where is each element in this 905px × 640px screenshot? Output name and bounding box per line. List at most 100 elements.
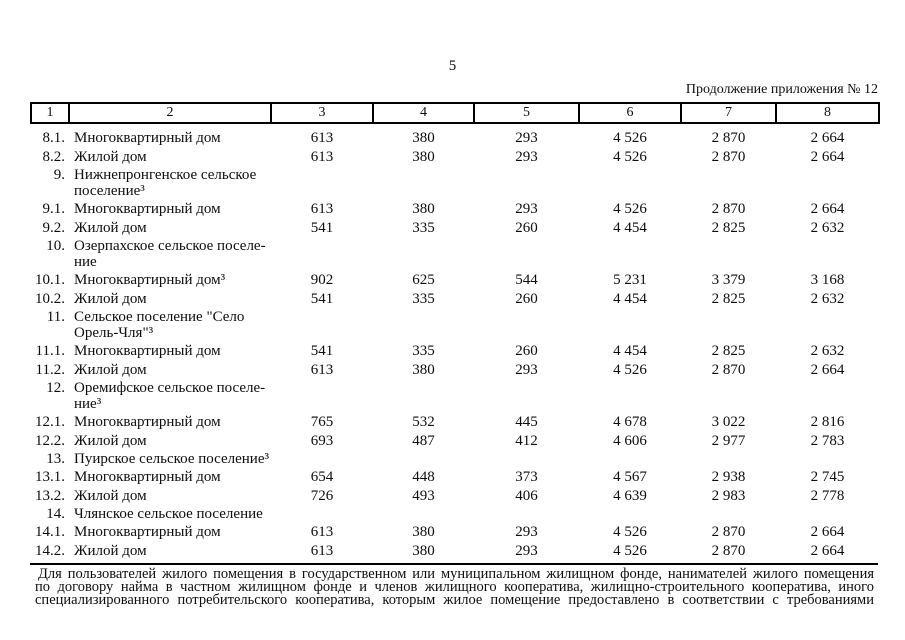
- value-cell: 541: [310, 220, 334, 236]
- value-cell: 2 870: [711, 149, 746, 165]
- table-row: 12.2. Жилой дом 693 487 412 4 606 2 977 2 783: [31, 431, 879, 450]
- table-row: 8.1. Многоквартирный дом 613 380 293 4 526 2 8…: [31, 123, 879, 147]
- value-cell: 380: [412, 524, 435, 540]
- table-row: 12.1. Многоквартирный дом 765 532 445 4 678 3 …: [31, 412, 879, 431]
- value-cell: 335: [412, 220, 435, 236]
- value-cell: 4 526: [613, 543, 647, 559]
- value-cell: 693: [310, 433, 334, 449]
- row-name-cell: Пуирское сельское поселение³: [74, 451, 269, 467]
- row-name-cell: Сельское поселение "Село Орель-Чля"³: [74, 309, 245, 341]
- footnote-line: Для пользователей жилого помещения в гос…: [38, 566, 874, 582]
- value-cell: 2 664: [810, 543, 845, 559]
- value-cell: 4 567: [613, 469, 647, 485]
- row-number-cell: 8.2.: [42, 149, 66, 165]
- value-cell: 2 664: [810, 130, 845, 146]
- value-cell: 380: [412, 149, 435, 165]
- value-cell: 293: [515, 362, 538, 378]
- row-number-cell: 12.1.: [35, 414, 65, 430]
- row-number-cell: 12.: [46, 380, 65, 396]
- row-number-cell: 8.1.: [42, 130, 66, 146]
- value-cell: 2 977: [711, 433, 746, 449]
- row-name-cell: Жилой дом: [74, 433, 147, 449]
- value-cell: 5 231: [613, 272, 647, 288]
- value-cell: 544: [515, 272, 538, 288]
- value-cell: 487: [412, 433, 435, 449]
- value-cell: 2 983: [711, 488, 746, 504]
- value-cell: 4 526: [613, 201, 647, 217]
- value-cell: 293: [515, 201, 538, 217]
- value-cell: 2 825: [711, 343, 746, 359]
- row-name-cell: Жилой дом: [74, 362, 147, 378]
- row-name-cell: Многоквартирный дом: [74, 414, 221, 430]
- value-cell: 293: [515, 543, 538, 559]
- row-number-cell: 9.: [53, 167, 65, 183]
- row-number-cell: 9.1.: [42, 201, 66, 217]
- value-cell: 726: [310, 488, 334, 504]
- row-number-cell: 9.2.: [42, 220, 66, 236]
- value-cell: 4 526: [613, 149, 647, 165]
- header-cell: 4: [372, 102, 475, 124]
- row-name-cell: Члянское сельское поселение: [74, 506, 263, 522]
- value-cell: 2 816: [810, 414, 845, 430]
- value-cell: 493: [412, 488, 435, 504]
- value-cell: 2 825: [711, 220, 746, 236]
- value-cell: 613: [310, 130, 334, 146]
- value-cell: 2 745: [810, 469, 845, 485]
- value-cell: 2 632: [810, 343, 845, 359]
- header-cell: 5: [473, 102, 580, 124]
- value-cell: 3 379: [711, 272, 746, 288]
- table-row: 11.2. Жилой дом 613 380 293 4 526 2 870 2 664: [31, 360, 879, 379]
- table-body: 8.1. Многоквартирный дом 613 380 293 4 526 2 8…: [31, 123, 879, 560]
- header-cell: 8: [775, 102, 880, 124]
- row-name-cell: Жилой дом: [74, 220, 147, 236]
- table-row: 13.2. Жилой дом 726 493 406 4 639 2 983 2 778: [31, 486, 879, 505]
- section-row: 12. Оремифское сельское поселе- ние³: [31, 379, 879, 412]
- value-cell: 2 778: [810, 488, 845, 504]
- section-row: 10. Озерпахское сельское поселе- ние: [31, 237, 879, 270]
- row-name-cell: Многоквартирный дом: [74, 524, 221, 540]
- value-cell: 4 526: [613, 130, 647, 146]
- header-cell: 6: [578, 102, 682, 124]
- value-cell: 541: [310, 291, 334, 307]
- value-cell: 293: [515, 149, 538, 165]
- value-cell: 260: [515, 291, 538, 307]
- value-cell: 293: [515, 130, 538, 146]
- table-row: 10.2. Жилой дом 541 335 260 4 454 2 825 2 632: [31, 289, 879, 308]
- value-cell: 4 639: [613, 488, 647, 504]
- value-cell: 532: [412, 414, 435, 430]
- value-cell: 4 606: [613, 433, 647, 449]
- row-number-cell: 11.: [46, 309, 65, 325]
- value-cell: 445: [515, 414, 538, 430]
- value-cell: 2 870: [711, 201, 746, 217]
- page-number: 5: [448, 58, 457, 74]
- value-cell: 3 168: [810, 272, 845, 288]
- section-row: 11. Сельское поселение "Село Орель-Чля"³: [31, 308, 879, 341]
- value-cell: 2 870: [711, 543, 746, 559]
- section-row: 9. Нижнепронгенское сельское поселение³: [31, 166, 879, 199]
- value-cell: 4 454: [613, 291, 647, 307]
- value-cell: 260: [515, 343, 538, 359]
- value-cell: 902: [310, 272, 334, 288]
- value-cell: 613: [310, 543, 334, 559]
- value-cell: 380: [412, 201, 435, 217]
- table-bottom-rule: [30, 563, 878, 565]
- row-name-cell: Озерпахское сельское поселе- ние: [74, 238, 266, 270]
- value-cell: 4 526: [613, 362, 647, 378]
- value-cell: 3 022: [711, 414, 746, 430]
- row-number-cell: 13.1.: [35, 469, 65, 485]
- continuation-note: Продолжение приложения № 12: [685, 82, 878, 97]
- value-cell: 2 664: [810, 362, 845, 378]
- header-cell: 1: [30, 102, 70, 124]
- value-cell: 406: [515, 488, 538, 504]
- row-number-cell: 14.1.: [35, 524, 65, 540]
- row-name-cell: Жилой дом: [74, 543, 147, 559]
- table-row: 13.1. Многоквартирный дом 654 448 373 4 567 2 …: [31, 467, 879, 486]
- row-name-cell: Жилой дом: [74, 488, 147, 504]
- value-cell: 2 664: [810, 201, 845, 217]
- table-row: 14.2. Жилой дом 613 380 293 4 526 2 870 2 664: [31, 541, 879, 560]
- value-cell: 541: [310, 343, 334, 359]
